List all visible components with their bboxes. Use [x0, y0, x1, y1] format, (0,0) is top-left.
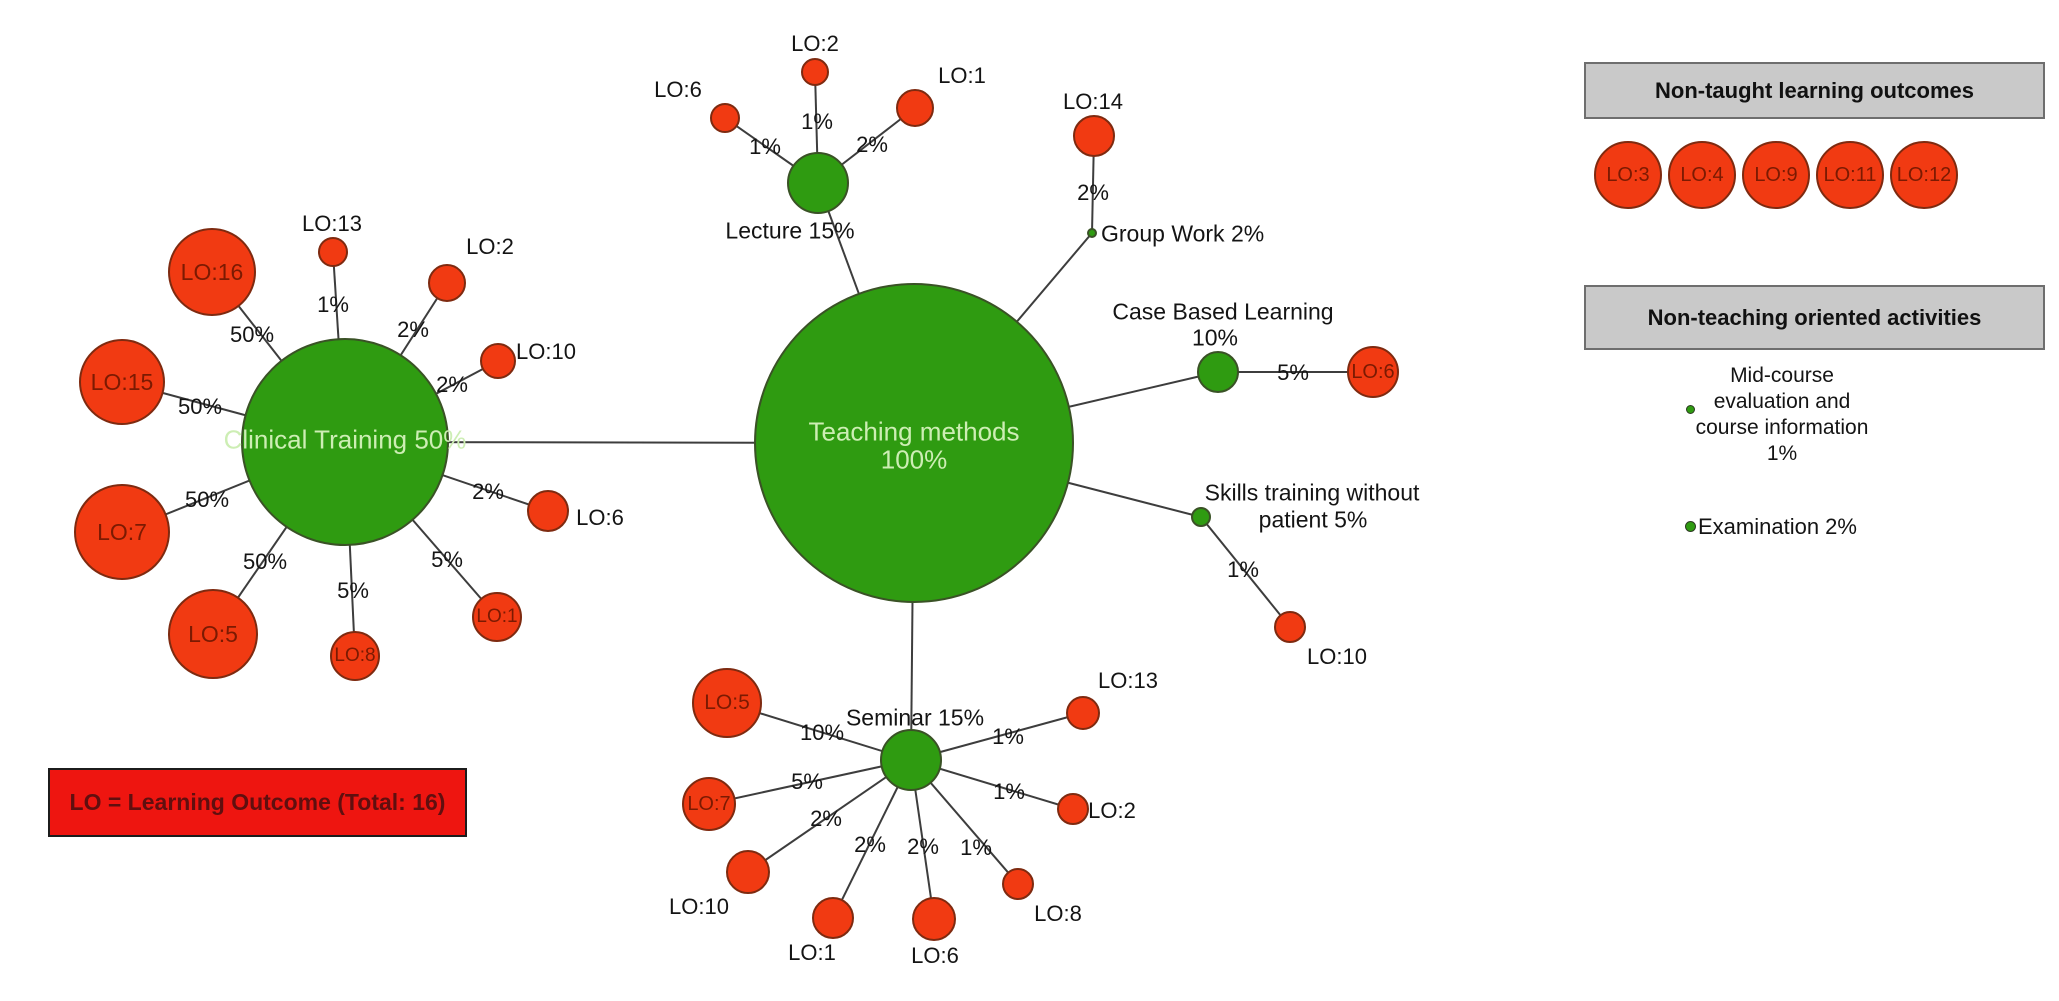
- edge-teaching-skills_dot: [913, 442, 1202, 518]
- edge-clinical-teaching: [344, 441, 915, 444]
- edge-clinical-c_lo13: [332, 251, 346, 443]
- edge-teaching-lecture: [817, 182, 915, 444]
- edge-teaching-groupwork_dot: [913, 232, 1093, 444]
- edge-groupwork_dot-g_lo14: [1091, 135, 1095, 234]
- legend-outcome-lo-4: LO:4: [1668, 141, 1736, 209]
- legend-outcome-lo-9: LO:9: [1742, 141, 1810, 209]
- edge-teaching-cbl: [913, 371, 1219, 444]
- note-box: LO = Learning Outcome (Total: 16): [48, 768, 467, 837]
- edge-seminar-se_lo2: [910, 759, 1074, 810]
- legend-outcome-label-lo-3: LO:3: [1606, 163, 1650, 186]
- edge-clinical-c_lo15: [121, 381, 346, 443]
- edge-clinical-c_lo2: [344, 282, 448, 443]
- edge-skills_dot-s_lo10: [1200, 516, 1291, 628]
- edge-clinical-c_lo7: [121, 441, 346, 533]
- midcourse-line-2: evaluation and: [1713, 390, 1851, 413]
- examination-label: Examination 2%: [1698, 514, 1857, 539]
- edge-lecture-l_lo2: [814, 71, 819, 184]
- midcourse-label: Mid-course evaluation and course informa…: [1682, 363, 1882, 467]
- edge-teaching-seminar: [910, 442, 915, 761]
- edge-seminar-se_lo13: [910, 712, 1084, 761]
- legend-title-non-taught-text: Non-taught learning outcomes: [1655, 77, 1974, 103]
- edge-seminar-se_lo1: [832, 759, 912, 919]
- legend-outcome-label-lo-9: LO:9: [1754, 163, 1798, 186]
- edge-clinical-c_lo10: [344, 360, 499, 443]
- legend-outcome-label-lo-11: LO:11: [1823, 163, 1877, 186]
- legend-outcome-lo-11: LO:11: [1816, 141, 1884, 209]
- edge-clinical-c_lo8: [344, 441, 356, 657]
- edge-lecture-l_lo1: [817, 107, 916, 184]
- legend-title-non-teaching: Non-teaching oriented activities: [1584, 285, 2045, 350]
- midcourse-dot: [1686, 405, 1695, 414]
- legend-outcome-label-lo-4: LO:4: [1680, 163, 1724, 186]
- edge-clinical-c_lo5: [212, 441, 346, 635]
- legend-outcome-lo-3: LO:3: [1594, 141, 1662, 209]
- legend-title-non-teaching-text: Non-teaching oriented activities: [1647, 304, 1982, 330]
- note-text: LO = Learning Outcome (Total: 16): [69, 789, 446, 815]
- edge-seminar-se_lo5: [726, 702, 912, 761]
- edge-clinical-c_lo16: [211, 271, 346, 443]
- examination-dot: [1685, 521, 1696, 532]
- edge-lecture-l_lo6: [724, 117, 819, 184]
- legend-title-non-taught: Non-taught learning outcomes: [1584, 62, 2045, 119]
- midcourse-line-4: 1%: [1766, 442, 1798, 465]
- legend-outcome-label-lo-12: LO:12: [1896, 163, 1952, 186]
- midcourse-line-1: Mid-course: [1730, 364, 1834, 387]
- legend-non-taught-outcomes: LO:3 LO:4 LO:9 LO:11 LO:12: [1594, 141, 1958, 209]
- legend-outcome-lo-12: LO:12: [1890, 141, 1958, 209]
- edge-seminar-se_lo7: [708, 759, 912, 805]
- midcourse-line-3: course information: [1695, 416, 1869, 439]
